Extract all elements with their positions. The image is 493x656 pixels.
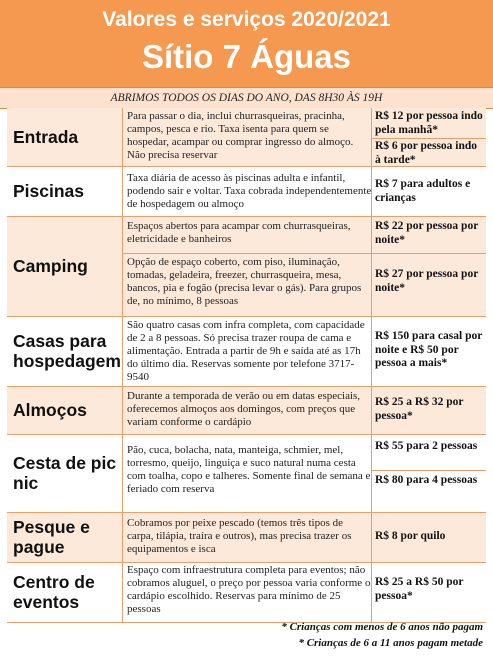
row-description: Durante a temporada de verão ou em datas… bbox=[127, 390, 361, 428]
row-description: Espaço com infraestrutura completa para … bbox=[127, 564, 371, 615]
row-description-covered: Opção de espaço coberto, com piso, ilumi… bbox=[127, 256, 362, 307]
row-label: Camping bbox=[7, 216, 123, 316]
row-price: R$ 25 a R$ 32 por pessoa* bbox=[375, 396, 464, 422]
row-label: Pesque e pague bbox=[7, 512, 123, 562]
row-description: Pão, cuca, bolacha, nata, manteiga, schm… bbox=[127, 444, 371, 495]
row-label: Casas para hospedagem bbox=[7, 316, 123, 386]
row-price-covered: R$ 27 por pessoa por noite* bbox=[375, 268, 479, 294]
table-row-pesque: Pesque e pague Cobramos por peixe pescad… bbox=[7, 512, 486, 562]
row-description: Cobramos por peixe pescado (temos três t… bbox=[127, 517, 352, 555]
row-price-morning: R$ 12 por pessoa indo pela manhã* bbox=[375, 110, 483, 136]
row-price: R$ 25 a R$ 50 por pessoa* bbox=[375, 576, 464, 602]
table-row-centro: Centro de eventos Espaço com infraestrut… bbox=[7, 562, 486, 623]
row-price: R$ 150 para casal por noite e R$ 50 por … bbox=[375, 330, 483, 369]
row-label: Cesta de pic nic bbox=[7, 434, 123, 512]
row-description: São quatro casas com infra completa, com… bbox=[127, 319, 365, 383]
row-description: Taxa diária de acesso às piscinas adulta… bbox=[127, 172, 372, 210]
row-description: Para passar o dia, inclui churrasqueiras… bbox=[127, 110, 354, 161]
row-price-open: R$ 22 por pessoa por noite* bbox=[375, 220, 479, 246]
table-row-almocos: Almoços Durante a temporada de verão ou … bbox=[7, 386, 486, 434]
table-row-camping: Camping Espaços abertos para acampar com… bbox=[7, 216, 486, 316]
table-row-piscinas: Piscinas Taxa diária de acesso às piscin… bbox=[7, 166, 486, 216]
row-label: Almoços bbox=[7, 386, 123, 434]
table-row-cesta: Cesta de pic nic Pão, cuca, bolacha, nat… bbox=[7, 434, 486, 512]
row-price-4: R$ 80 para 4 pessoas bbox=[375, 474, 478, 486]
table-row-casas: Casas para hospedagem São quatro casas c… bbox=[7, 316, 486, 386]
row-label: Entrada bbox=[7, 108, 123, 166]
header-banner: Valores e serviços 2020/2021 Sítio 7 Águ… bbox=[0, 0, 493, 87]
row-label: Piscinas bbox=[7, 166, 123, 216]
header-title-line2: Sítio 7 Águas bbox=[141, 38, 352, 75]
row-price-2: R$ 55 para 2 pessoas bbox=[375, 440, 478, 452]
footnote-under-6: * Crianças com menos de 6 anos não pagam bbox=[281, 621, 483, 633]
row-price: R$ 8 por quilo bbox=[375, 530, 446, 542]
row-description-open: Espaços abertos para acampar com churras… bbox=[127, 220, 351, 245]
row-label: Centro de eventos bbox=[7, 562, 123, 622]
row-price: R$ 7 para adultos e crianças bbox=[375, 178, 471, 204]
header-title-line1: Valores e serviços 2020/2021 bbox=[102, 8, 391, 31]
opening-hours: ABRIMOS TODOS OS DIAS DO ANO, DAS 8H30 À… bbox=[0, 87, 493, 109]
footnote-6-to-11: * Crianças de 6 a 11 anos pagam metade bbox=[298, 637, 483, 649]
table-row-entrada: Entrada Para passar o dia, inclui churra… bbox=[7, 108, 486, 166]
row-price-afternoon: R$ 6 por pessoa indo à tarde* bbox=[375, 140, 478, 166]
